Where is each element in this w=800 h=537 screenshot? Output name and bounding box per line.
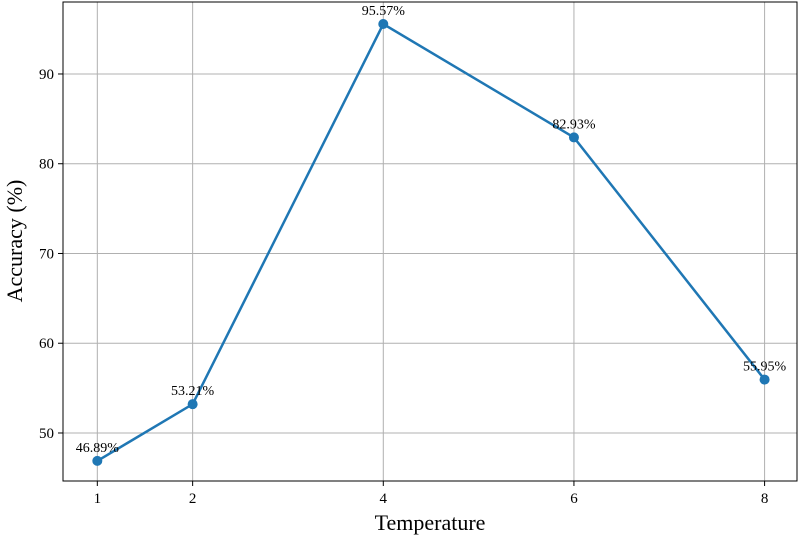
x-axis-label: Temperature	[375, 510, 486, 535]
value-label: 95.57%	[362, 4, 406, 19]
plot-frame	[62, 1, 798, 482]
value-label: 53.21%	[171, 384, 215, 399]
data-point	[568, 132, 579, 143]
x-tick-label: 6	[570, 491, 578, 507]
data-point	[187, 399, 198, 410]
x-tick-label: 2	[189, 491, 197, 507]
value-label: 82.93%	[552, 117, 596, 132]
y-axis-label: Accuracy (%)	[2, 180, 27, 303]
y-tick-label: 80	[39, 157, 54, 173]
y-tick-label: 60	[39, 336, 54, 352]
data-point	[92, 455, 103, 466]
x-tick-label: 8	[761, 491, 769, 507]
y-tick-label: 50	[39, 426, 54, 442]
y-tick-label: 70	[39, 246, 54, 262]
data-point	[759, 374, 770, 385]
value-label: 46.89%	[76, 441, 120, 456]
x-tick-label: 4	[380, 491, 388, 507]
x-tick-label: 1	[94, 491, 102, 507]
y-tick-label: 90	[39, 67, 54, 83]
data-point	[378, 18, 389, 29]
value-label: 55.95%	[743, 360, 787, 375]
